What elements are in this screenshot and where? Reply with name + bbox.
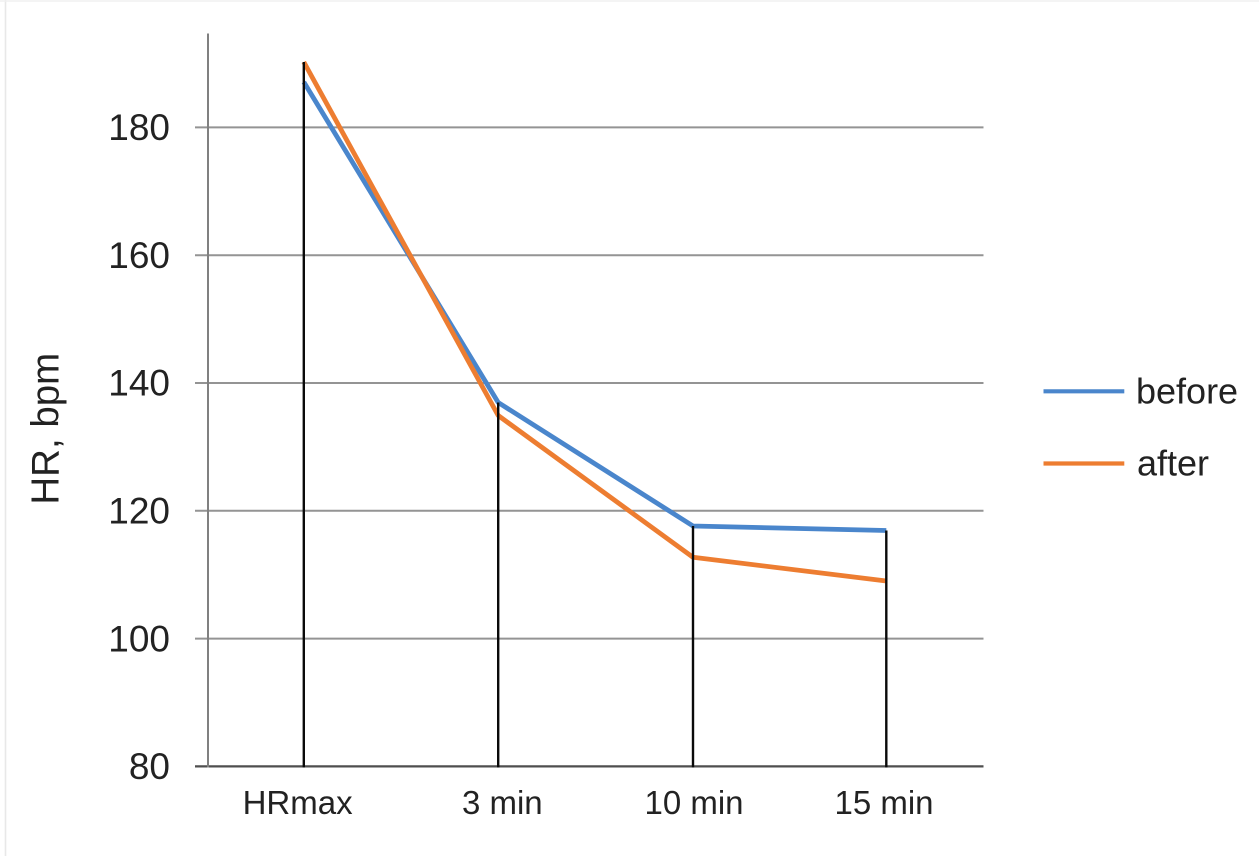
svg-text:15 min: 15 min (834, 784, 933, 821)
svg-text:100: 100 (108, 618, 170, 659)
svg-text:HRmax: HRmax (243, 784, 354, 821)
svg-text:before: before (1136, 370, 1238, 411)
svg-text:80: 80 (129, 746, 170, 787)
svg-text:after: after (1137, 443, 1209, 484)
svg-text:HR, bpm: HR, bpm (25, 353, 68, 505)
svg-text:140: 140 (108, 363, 170, 404)
svg-text:120: 120 (108, 491, 170, 532)
svg-text:180: 180 (108, 107, 170, 148)
svg-text:3 min: 3 min (462, 784, 543, 821)
svg-text:10 min: 10 min (644, 784, 743, 821)
svg-text:160: 160 (108, 235, 170, 276)
